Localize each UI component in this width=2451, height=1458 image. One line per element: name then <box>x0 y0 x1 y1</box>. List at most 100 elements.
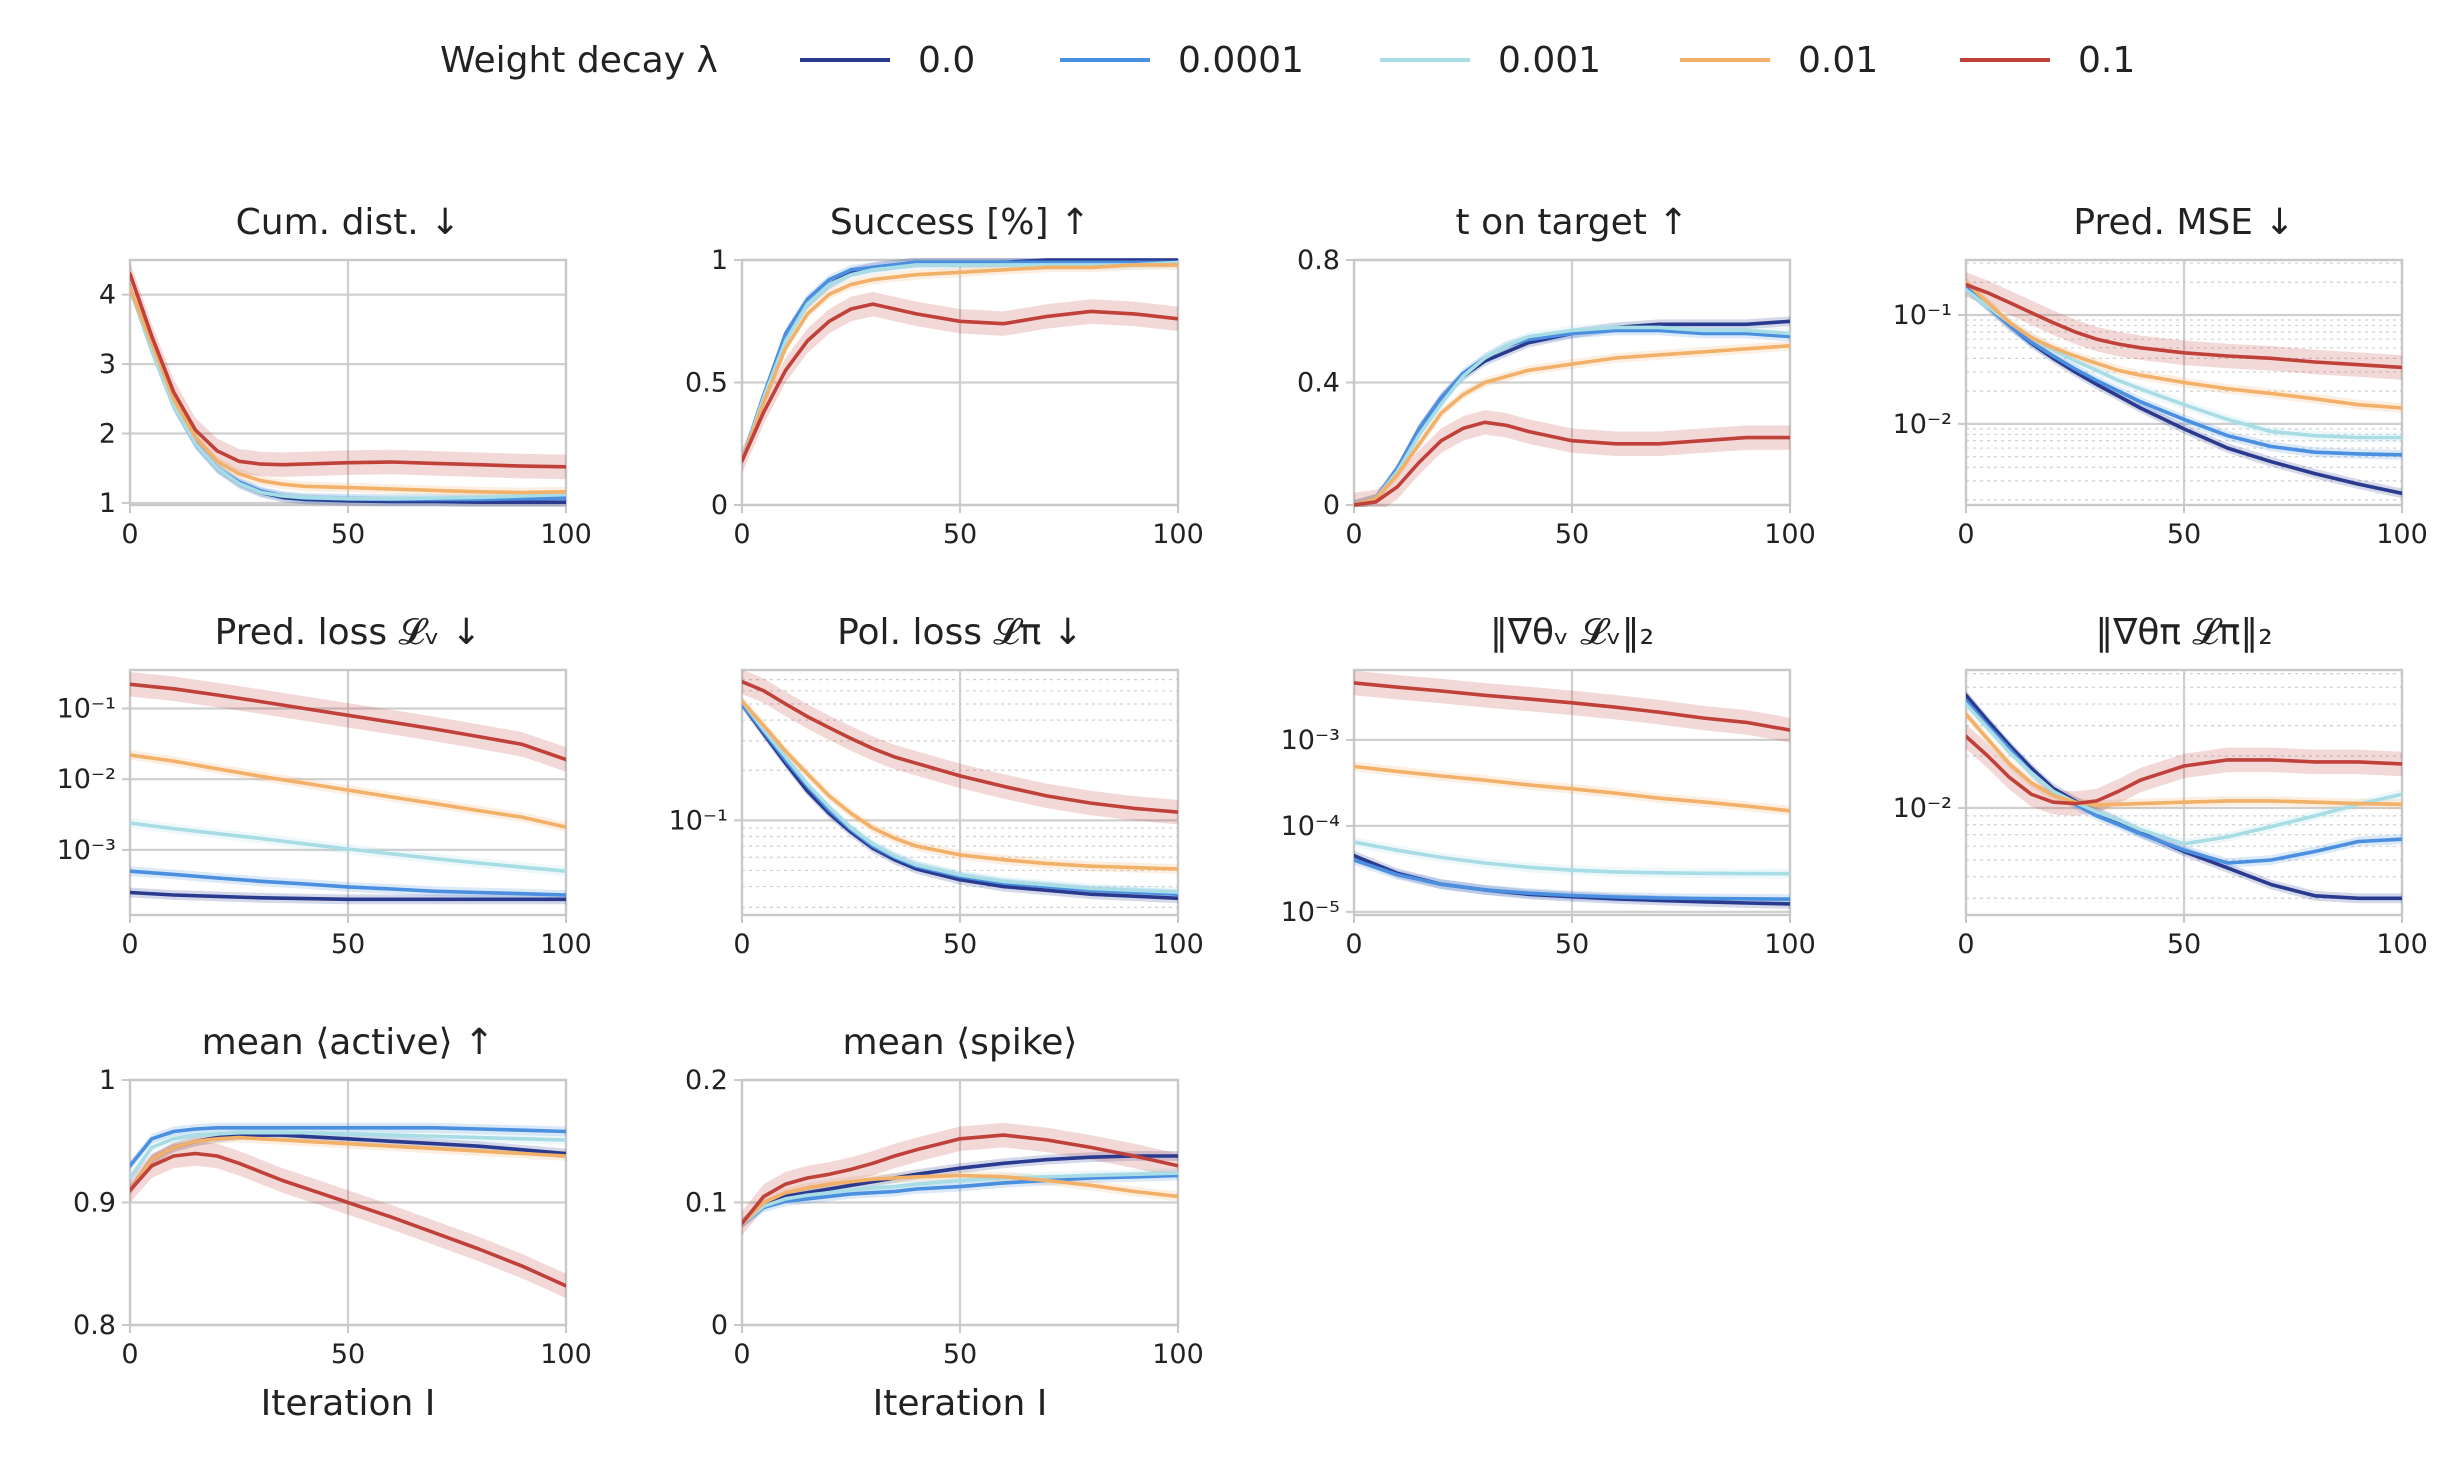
y-tick-label: 10⁻¹ <box>57 693 116 724</box>
subplot: 0.8 0.9 1 0 50 100 mean ⟨active⟩ ↑ Iteration I <box>73 1022 592 1424</box>
series-confidence-band <box>130 261 566 480</box>
series-confidence-band <box>1354 670 1790 743</box>
y-tick-label: 2 <box>99 419 116 450</box>
x-tick-label: 50 <box>943 929 977 960</box>
legend-label: 0.01 <box>1798 40 1878 81</box>
series-group <box>130 261 566 507</box>
series-line-0.1 <box>742 302 1178 463</box>
subplot: 0 0.5 1 0 50 100 Success [%] ↑ <box>685 202 1204 550</box>
y-tick-label: 0.4 <box>1297 368 1340 399</box>
series-line-0.001 <box>130 821 566 874</box>
subplot-title: Pred. MSE ↓ <box>2073 202 2294 243</box>
series-confidence-band <box>1354 837 1790 879</box>
subplot-title: Success [%] ↑ <box>830 202 1090 243</box>
x-tick-label: 0 <box>733 519 750 550</box>
series-line-0.0001 <box>130 869 566 897</box>
y-tick-label: 0 <box>711 1310 728 1341</box>
series-line-0.01 <box>742 1173 1178 1226</box>
series-line-0.01 <box>130 753 566 829</box>
series-line-0.001 <box>1966 702 2402 846</box>
y-tick-label: 0.2 <box>685 1065 728 1096</box>
y-tick-label: 4 <box>99 280 116 311</box>
x-tick-label: 50 <box>1555 519 1589 550</box>
y-tick-label: 0.8 <box>73 1310 116 1341</box>
series-line-0.001 <box>742 699 1178 895</box>
legend-entry: 0.01 <box>1680 40 1878 81</box>
series-confidence-band <box>742 1122 1178 1236</box>
series-line-0.0001 <box>742 1173 1178 1226</box>
legend-title: Weight decay λ <box>440 40 718 81</box>
y-tick-label: 3 <box>99 349 116 380</box>
series-confidence-band <box>1966 272 2402 380</box>
x-tick-label: 50 <box>2167 929 2201 960</box>
legend-entry: 0.0001 <box>1060 40 1304 81</box>
series-line-0.1 <box>742 679 1178 814</box>
legend-entry: 0.1 <box>1960 40 2135 81</box>
subplot: 10⁻¹ 0 50 100 Pol. loss 𝓛π ↓ <box>669 612 1204 960</box>
series-line-0.1 <box>1966 734 2402 806</box>
y-tick-label: 1 <box>99 1065 116 1096</box>
series-line-0.001 <box>742 260 1178 463</box>
x-tick-label: 100 <box>1152 929 1204 960</box>
subplot: 10⁻² 0 50 100 ‖∇θπ 𝓛π‖₂ <box>1893 612 2428 960</box>
series-confidence-band <box>130 1127 566 1183</box>
series-confidence-band <box>1354 410 1790 507</box>
series-line-0.01 <box>1354 343 1790 507</box>
series-group <box>742 258 1178 474</box>
series-line-0.01 <box>1966 712 2402 807</box>
series-line-0.0001 <box>742 260 1178 463</box>
series-line-0.1 <box>130 272 566 469</box>
x-tick-label: 100 <box>540 929 592 960</box>
x-tick-label: 100 <box>2376 519 2428 550</box>
series-confidence-band <box>1354 855 1790 904</box>
x-tick-label: 50 <box>2167 519 2201 550</box>
subplot-title: ‖∇θᵥ 𝓛ᵥ‖₂ <box>1490 612 1654 653</box>
series-line-0.1 <box>1966 282 2402 370</box>
x-tick-label: 100 <box>2376 929 2428 960</box>
series-group <box>742 1122 1178 1236</box>
subplot-title: ‖∇θπ 𝓛π‖₂ <box>2095 612 2273 653</box>
legend-label: 0.1 <box>2078 40 2135 81</box>
legend-entry: 0.001 <box>1380 40 1601 81</box>
subplot-title: Pol. loss 𝓛π ↓ <box>837 612 1083 653</box>
y-tick-label: 0 <box>1323 490 1340 521</box>
x-tick-label: 100 <box>1764 929 1816 960</box>
y-tick-label: 0.8 <box>1297 245 1340 276</box>
subplot-title: Pred. loss 𝓛ᵥ ↓ <box>215 612 482 653</box>
y-tick-label: 10⁻⁴ <box>1281 811 1340 842</box>
y-tick-label: 0.9 <box>73 1188 116 1219</box>
series-line-0.001 <box>130 285 566 501</box>
y-tick-label: 10⁻⁵ <box>1281 897 1340 928</box>
x-tick-label: 0 <box>1345 929 1362 960</box>
y-tick-label: 10⁻³ <box>1281 725 1340 756</box>
series-confidence-band <box>1354 325 1790 507</box>
subplot-title: Cum. dist. ↓ <box>236 202 461 243</box>
series-confidence-band <box>1966 277 2402 413</box>
x-tick-label: 50 <box>331 1339 365 1370</box>
series-line-0.01 <box>130 285 566 495</box>
y-tick-label: 1 <box>99 488 116 519</box>
series-group <box>1966 272 2402 499</box>
x-tick-label: 0 <box>733 1339 750 1370</box>
x-tick-label: 0 <box>121 1339 138 1370</box>
legend-label: 0.0 <box>918 40 975 81</box>
x-tick-label: 50 <box>331 929 365 960</box>
legend-label: 0.0001 <box>1178 40 1304 81</box>
x-tick-label: 0 <box>1957 929 1974 960</box>
x-tick-label: 100 <box>1152 1339 1204 1370</box>
x-tick-label: 50 <box>1555 929 1589 960</box>
x-tick-label: 0 <box>1345 519 1362 550</box>
legend-label: 0.001 <box>1498 40 1601 81</box>
series-line-0.01 <box>1354 764 1790 813</box>
series-group <box>1354 670 1790 909</box>
series-confidence-band <box>742 291 1178 474</box>
x-tick-label: 100 <box>1764 519 1816 550</box>
series-confidence-band <box>1966 724 2402 816</box>
series-group <box>130 672 566 905</box>
series-group <box>1966 690 2402 904</box>
y-tick-label: 10⁻³ <box>57 835 116 866</box>
series-line-0.0 <box>130 890 566 902</box>
series-line-0.01 <box>1966 280 2402 410</box>
subplot-title: t on target ↑ <box>1456 202 1689 243</box>
